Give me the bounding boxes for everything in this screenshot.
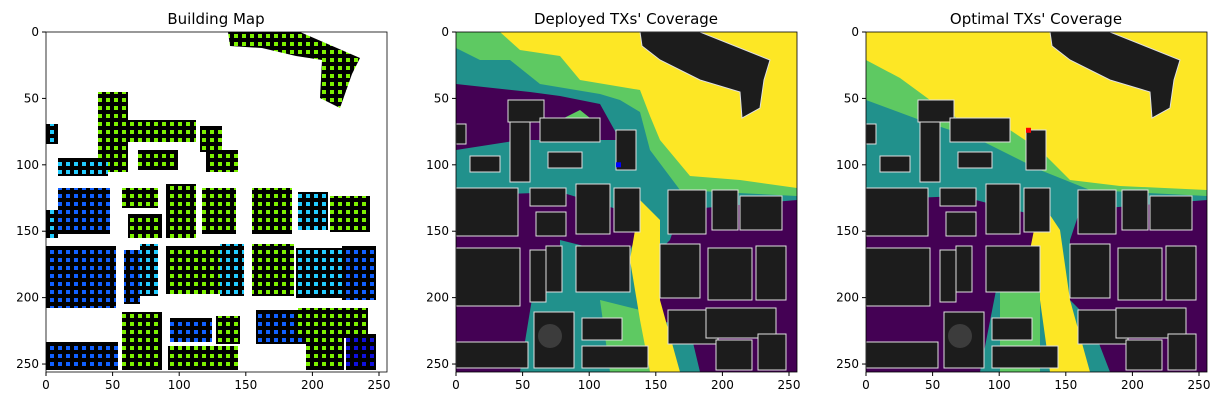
deployed-coverage-title: Deployed TXs' Coverage — [534, 10, 718, 28]
x-tick-label: 50 — [105, 378, 120, 392]
x-tick-label: 50 — [925, 378, 940, 392]
y-tick-label: 150 — [426, 224, 449, 238]
optimal-coverage-y-axis: 0 50 100 150 200 250 — [836, 25, 866, 371]
x-tick-label: 150 — [1054, 378, 1077, 392]
y-tick-label: 50 — [844, 91, 859, 105]
y-tick-label: 0 — [441, 25, 449, 39]
y-tick-label: 250 — [16, 357, 39, 371]
x-tick-label: 150 — [644, 378, 667, 392]
x-tick-label: 100 — [988, 378, 1011, 392]
optimal-coverage-panel: Optimal TXs' Coverage — [836, 10, 1210, 392]
x-tick-label: 250 — [1188, 378, 1211, 392]
x-tick-label: 100 — [578, 378, 601, 392]
building-map-image — [46, 32, 387, 372]
x-tick-label: 0 — [42, 378, 50, 392]
deployed-coverage-image — [456, 32, 797, 372]
y-tick-label: 250 — [836, 357, 859, 371]
x-tick-label: 0 — [862, 378, 870, 392]
x-tick-label: 200 — [711, 378, 734, 392]
optimal-coverage-title: Optimal TXs' Coverage — [950, 10, 1122, 28]
building-map-y-axis: 0 50 100 150 200 250 — [16, 25, 46, 371]
y-tick-label: 250 — [426, 357, 449, 371]
y-tick-label: 50 — [434, 91, 449, 105]
y-tick-label: 100 — [836, 158, 859, 172]
optimal-tx-marker — [1026, 127, 1032, 133]
optimal-coverage-x-axis: 0 50 100 150 200 250 — [862, 372, 1210, 392]
y-tick-label: 150 — [836, 224, 859, 238]
y-tick-label: 0 — [851, 25, 859, 39]
deployed-coverage-panel: Deployed TXs' Coverage — [426, 10, 800, 392]
y-tick-label: 0 — [31, 25, 39, 39]
deployed-coverage-y-axis: 0 50 100 150 200 250 — [426, 25, 456, 371]
deployed-coverage-x-axis: 0 50 100 150 200 250 — [452, 372, 800, 392]
y-tick-label: 50 — [24, 91, 39, 105]
x-tick-label: 200 — [301, 378, 324, 392]
y-tick-label: 200 — [426, 291, 449, 305]
building-map-panel: Building Map — [16, 10, 390, 392]
y-tick-label: 200 — [836, 291, 859, 305]
x-tick-label: 250 — [368, 378, 391, 392]
x-tick-label: 100 — [168, 378, 191, 392]
building-map-x-axis: 0 50 100 150 200 250 — [42, 372, 390, 392]
y-tick-label: 100 — [426, 158, 449, 172]
x-tick-label: 150 — [234, 378, 257, 392]
deployed-tx-marker — [616, 162, 622, 168]
y-tick-label: 150 — [16, 224, 39, 238]
optimal-coverage-image — [866, 32, 1207, 372]
y-tick-label: 100 — [16, 158, 39, 172]
x-tick-label: 0 — [452, 378, 460, 392]
x-tick-label: 250 — [778, 378, 801, 392]
x-tick-label: 200 — [1121, 378, 1144, 392]
building-map-title: Building Map — [167, 10, 264, 28]
y-tick-label: 200 — [16, 291, 39, 305]
x-tick-label: 50 — [515, 378, 530, 392]
